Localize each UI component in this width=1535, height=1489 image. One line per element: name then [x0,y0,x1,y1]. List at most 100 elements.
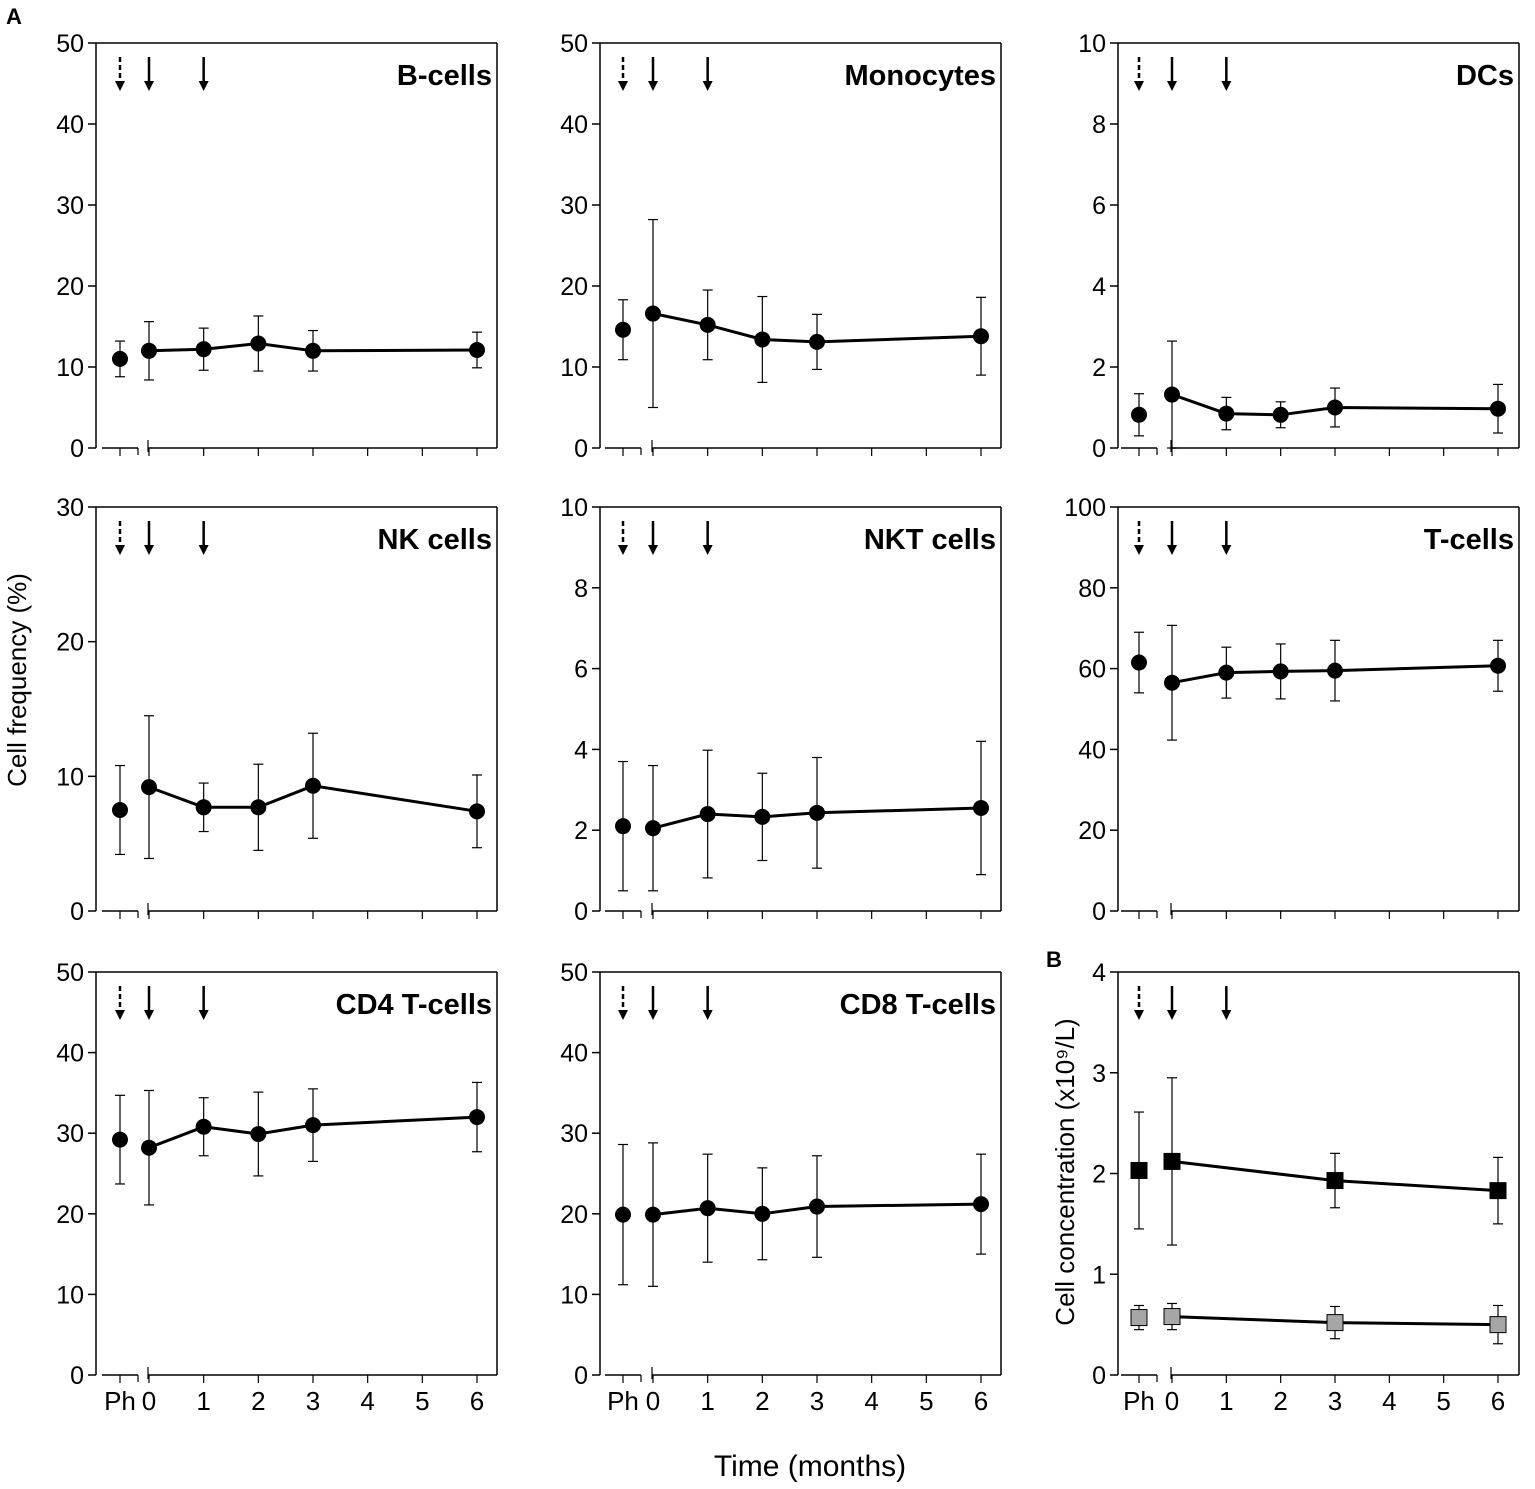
data-point [809,1198,825,1215]
treatment-arrow [1221,986,1232,1020]
data-point [141,342,157,359]
dashed-arrow-head [115,1010,125,1020]
panel-a-label: A [6,4,22,29]
data-point [1490,657,1506,674]
chart-title: CD4 T-cells [336,989,492,1021]
x-tick-label: 2 [251,1386,265,1416]
chart-nkt-cells: 0 2 4 6 8 10 NKT cells [560,494,1002,926]
y-tick-label: 60 [1078,656,1106,684]
chart-t-cells: 0 20 40 60 80 100 T-cells [1064,494,1520,926]
data-point [699,806,716,823]
y-tick-label: 2 [1092,354,1106,382]
x-tick-label: 6 [1491,1386,1505,1416]
x-tick-label: 3 [1328,1386,1342,1416]
y-tick-label: 40 [1078,736,1106,764]
y-tick-label: 0 [1092,898,1106,926]
data-point [973,328,989,345]
y-tick-label: 0 [574,1362,588,1390]
y-tick-label: 0 [70,1362,84,1390]
data-point [699,316,716,333]
y-tick-label: 0 [574,435,588,463]
y-tick-label: 10 [560,354,588,382]
series-nk-cells [112,715,485,860]
x-tick-label: 1 [196,1386,210,1416]
data-point [809,804,825,821]
y-tick-label: 20 [56,1201,84,1229]
data-point [305,1117,321,1134]
series-t-cells [1131,624,1506,741]
chart-title: NKT cells [864,524,996,556]
data-point [112,350,128,367]
dashed-arrow-head [618,545,628,555]
dashed-arrow [115,521,125,555]
y-tick-label: 8 [1092,111,1106,139]
x-tick-label: 0 [142,1386,156,1416]
series-monocytes [615,218,989,409]
x-tick-label: 2 [1273,1386,1287,1416]
y-tick-label: 50 [560,959,588,987]
x-tick-label: 3 [810,1386,824,1416]
data-point [1130,1309,1148,1327]
y-axis-label-frequency: Cell frequency (%) [2,573,32,787]
y-tick-label: 100 [1064,494,1106,522]
y-tick-label: 4 [1092,959,1106,987]
y-tick-label: 10 [56,1281,84,1309]
data-point [469,341,485,358]
series-cd8-t-cells [615,1142,989,1287]
treatment-arrow [1167,57,1177,91]
data-point [645,1206,661,1223]
y-tick-label: 20 [56,629,84,657]
x-tick-label: 3 [306,1386,320,1416]
treatment-arrow [702,57,713,91]
data-point [754,808,771,825]
data-point [1490,400,1506,417]
y-tick-label: 10 [1078,30,1106,58]
x-tick-label: Ph [104,1386,136,1416]
panel-b-label: B [1046,947,1062,972]
data-point [1131,654,1147,671]
x-tick-label: 2 [755,1386,769,1416]
x-tick-label: 6 [470,1386,484,1416]
y-tick-label: 10 [56,354,84,382]
x-tick-label: 6 [974,1386,988,1416]
treatment-arrow-head [1221,545,1232,555]
treatment-arrow [648,521,658,555]
x-tick-label: Ph [1123,1386,1155,1416]
data-point [645,820,661,837]
x-tick-label: 1 [700,1386,714,1416]
dashed-arrow [618,986,628,1020]
data-point [250,335,267,352]
y-tick-label: 6 [1092,192,1106,220]
data-point [469,1109,485,1126]
treatment-arrow-head [198,81,209,91]
chart-b-cells: 0 10 20 30 40 50 B-cells [56,30,498,463]
dashed-arrow-head [1134,545,1144,555]
treatment-arrow [1167,521,1177,555]
treatment-arrow [648,986,658,1020]
chart-chart-8: 0 1 2 3 4 Ph 0 1 2 3 4 5 6 [1092,959,1520,1416]
data-point [305,342,321,359]
y-tick-label: 10 [560,1281,588,1309]
series-dcs [1131,340,1506,449]
data-point [1218,664,1235,681]
y-tick-label: 0 [1092,1362,1106,1390]
y-tick-label: 1 [1092,1261,1106,1289]
data-point [195,341,212,358]
data-point [1327,399,1343,416]
y-tick-label: 40 [56,111,84,139]
treatment-arrow-head [1221,1010,1232,1020]
treatment-arrow [198,986,209,1020]
chart-dcs: 0 2 4 6 8 10 DCs [1078,30,1520,463]
treatment-arrow-head [648,545,658,555]
data-point [1272,663,1289,680]
y-tick-label: 10 [56,763,84,791]
data-point [1327,662,1343,679]
y-tick-label: 20 [56,273,84,301]
data-point [469,803,485,820]
dashed-arrow [618,521,628,555]
y-tick-label: 40 [56,1040,84,1068]
chart-monocytes: 0 10 20 30 40 50 Monocytes [560,30,1002,463]
dashed-arrow-head [1134,1010,1144,1020]
